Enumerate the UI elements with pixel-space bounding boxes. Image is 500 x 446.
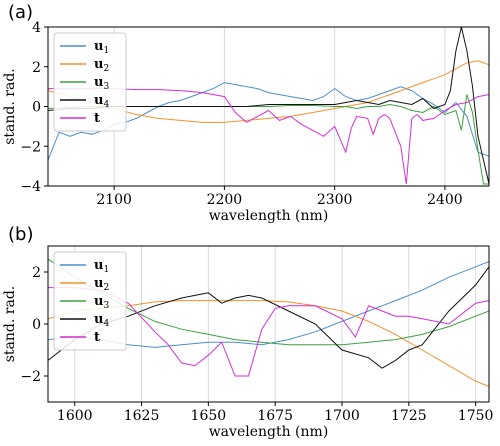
x-tick-label: 1725 (391, 408, 427, 424)
x-axis-label: wavelength (nm) (209, 208, 329, 224)
y-tick-label: 2 (32, 60, 41, 76)
y-axis-label: stand. rad. (2, 68, 18, 145)
x-tick-label: 2200 (207, 192, 243, 208)
x-tick-label: 2300 (317, 192, 353, 208)
x-tick-label: 1750 (458, 408, 494, 424)
panel-label: (a) (8, 2, 33, 23)
legend-box (53, 32, 127, 132)
legend-entry-t: t (94, 330, 100, 345)
y-tick-label: 0 (32, 100, 41, 116)
y-tick-label: 0 (32, 317, 41, 333)
x-tick-label: 1600 (57, 408, 93, 424)
series-line-u4 (48, 27, 489, 185)
x-tick-label: 2400 (427, 192, 463, 208)
legend-box (53, 251, 127, 351)
y-tick-label: 4 (32, 20, 41, 36)
legend-entry-t: t (94, 111, 100, 126)
y-tick-label: −4 (20, 179, 41, 195)
panel-a: 2100 2200 2300 2400 −4 −2 0 2 4 wavelength (nm) st… (2, 2, 490, 224)
y-tick-label: 2 (32, 265, 41, 281)
x-axis-label: wavelength (nm) (209, 424, 329, 440)
y-tick-label: −2 (20, 139, 41, 155)
series-line-t (48, 287, 489, 377)
series-line-t (48, 88, 489, 185)
panel-b: 1600 1625 1650 1675 1700 1725 1750 −2 0 2 waveleng… (2, 224, 493, 440)
x-tick-label: 1650 (191, 408, 227, 424)
panel-label: (b) (8, 224, 33, 245)
series-line-u2 (48, 60, 489, 123)
y-axis-label: stand. rad. (2, 286, 18, 363)
y-tick-label: −2 (20, 369, 41, 385)
x-tick-label: 1700 (324, 408, 360, 424)
x-tick-label: 2100 (96, 192, 132, 208)
x-tick-label: 1675 (257, 408, 293, 424)
series-line-u4 (48, 266, 489, 369)
x-tick-label: 1625 (124, 408, 160, 424)
